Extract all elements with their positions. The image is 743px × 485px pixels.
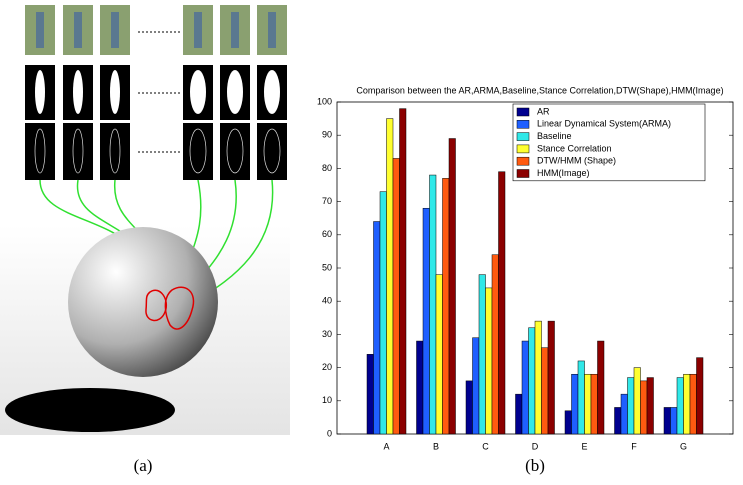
y-tick-label: 80 xyxy=(322,163,332,173)
bar xyxy=(641,381,648,434)
legend-label: Linear Dynamical System(ARMA) xyxy=(537,119,671,129)
bar xyxy=(486,288,493,434)
bar xyxy=(516,394,523,434)
bar xyxy=(436,275,443,434)
legend-label: DTW/HMM (Shape) xyxy=(537,156,616,166)
x-tick-label: D xyxy=(532,441,539,451)
bar xyxy=(529,328,536,434)
y-tick-label: 20 xyxy=(322,362,332,372)
bar xyxy=(479,275,486,434)
y-tick-label: 50 xyxy=(322,262,332,272)
legend-swatch xyxy=(517,133,529,141)
y-tick-label: 0 xyxy=(327,428,332,438)
caption: (b) xyxy=(525,456,545,475)
bar xyxy=(443,178,450,434)
x-tick-label: C xyxy=(482,441,489,451)
legend-swatch xyxy=(517,170,529,178)
bar xyxy=(380,192,387,434)
bar xyxy=(535,321,542,434)
bar xyxy=(430,175,437,434)
illustration xyxy=(0,5,290,435)
bar xyxy=(423,208,430,434)
bar xyxy=(615,407,622,434)
x-tick-label: E xyxy=(581,441,587,451)
bar xyxy=(522,341,529,434)
y-tick-label: 30 xyxy=(322,329,332,339)
legend-label: HMM(Image) xyxy=(537,168,590,178)
legend-swatch xyxy=(517,120,529,128)
bar xyxy=(634,368,641,434)
bar xyxy=(628,378,635,434)
chart-title: Comparison between the AR,ARMA,Baseline,… xyxy=(356,85,723,95)
bar xyxy=(492,255,499,434)
bar xyxy=(572,374,579,434)
x-tick-label: G xyxy=(680,441,687,451)
legend-label: AR xyxy=(537,106,550,116)
bar xyxy=(542,348,549,434)
bar xyxy=(621,394,628,434)
x-tick-label: F xyxy=(631,441,637,451)
bar xyxy=(473,338,480,434)
bar xyxy=(565,411,572,434)
bar xyxy=(374,222,381,434)
bar xyxy=(499,172,506,434)
bar xyxy=(591,374,598,434)
bar xyxy=(585,374,592,434)
bar xyxy=(417,341,424,434)
bar xyxy=(367,354,374,434)
bar xyxy=(697,358,704,434)
y-tick-label: 100 xyxy=(317,96,332,106)
bar xyxy=(598,341,605,434)
bar xyxy=(393,158,400,434)
bar xyxy=(677,378,684,434)
y-tick-label: 60 xyxy=(322,229,332,239)
figure: (a) (b) Comparison between the AR,ARMA,B… xyxy=(0,0,743,485)
bar xyxy=(548,321,555,434)
bar xyxy=(690,374,697,434)
legend-swatch xyxy=(517,145,529,153)
bar xyxy=(578,361,585,434)
y-tick-label: 90 xyxy=(322,130,332,140)
bar xyxy=(400,109,407,434)
y-tick-label: 40 xyxy=(322,296,332,306)
bar xyxy=(449,139,456,434)
y-tick-label: 70 xyxy=(322,196,332,206)
bar xyxy=(671,407,678,434)
bar xyxy=(684,374,691,434)
bar xyxy=(387,119,394,434)
bar xyxy=(466,381,473,434)
legend-swatch xyxy=(517,108,529,116)
caption: (a) xyxy=(134,456,153,475)
legend-label: Stance Correlation xyxy=(537,143,612,153)
legend-swatch xyxy=(517,157,529,165)
bar xyxy=(647,378,654,434)
x-tick-label: A xyxy=(383,441,389,451)
x-tick-label: B xyxy=(433,441,439,451)
y-tick-label: 10 xyxy=(322,395,332,405)
legend-label: Baseline xyxy=(537,131,572,141)
bar xyxy=(664,407,671,434)
